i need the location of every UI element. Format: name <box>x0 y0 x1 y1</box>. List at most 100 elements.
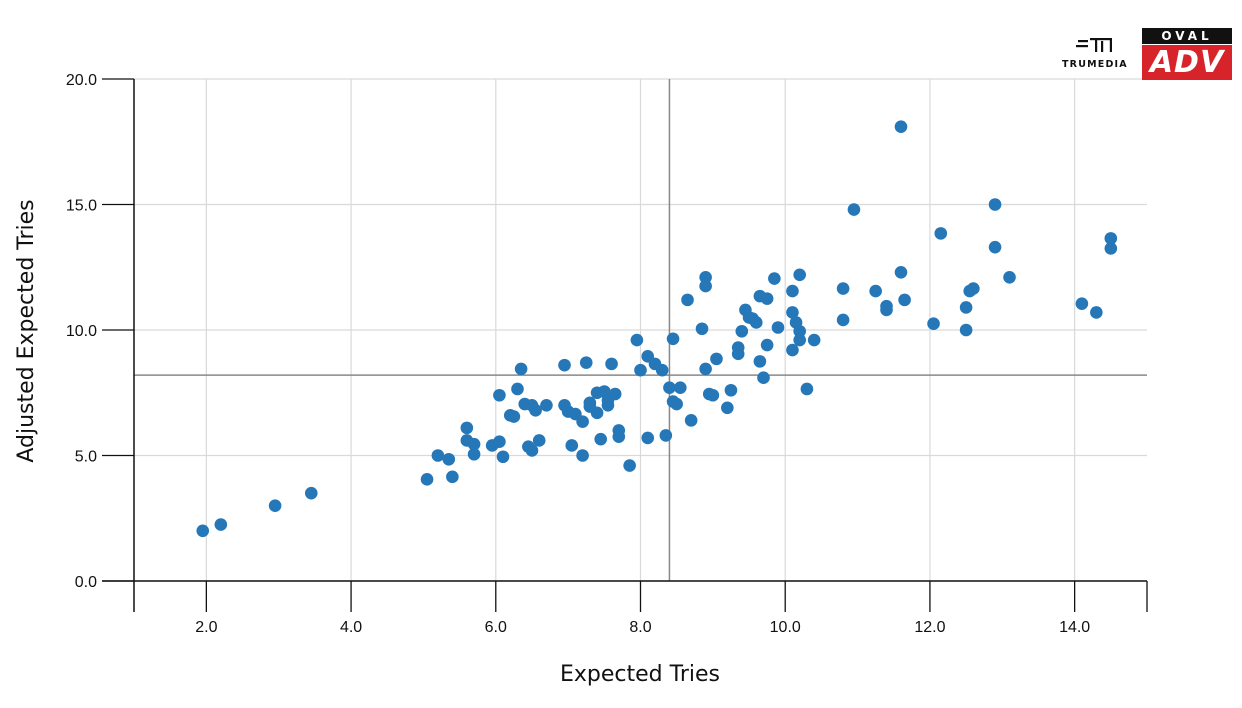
data-point <box>699 270 712 284</box>
data-point <box>771 321 785 334</box>
data-point <box>511 382 524 396</box>
data-point <box>927 317 940 331</box>
data-point <box>869 284 882 298</box>
data-point <box>880 303 893 317</box>
data-point <box>699 362 712 376</box>
data-point <box>196 524 210 538</box>
x-tick-label: 10.0 <box>770 619 801 636</box>
data-point <box>721 401 734 415</box>
y-gridlines <box>134 78 1147 582</box>
data-point <box>540 399 553 412</box>
y-tick-labels: 0.0 5.0 10.0 15.0 20.0 <box>66 72 97 591</box>
data-point <box>641 431 655 445</box>
data-point <box>1075 297 1089 310</box>
data-point <box>760 292 774 305</box>
x-tick-label: 12.0 <box>914 619 945 636</box>
data-point <box>565 439 579 452</box>
data-point <box>894 120 908 133</box>
y-tick-label: 0.0 <box>75 574 97 591</box>
data-points <box>196 120 1118 538</box>
data-point <box>493 388 506 402</box>
data-point <box>630 333 644 347</box>
data-point <box>612 424 626 437</box>
data-point <box>959 301 973 314</box>
data-point <box>959 323 973 337</box>
data-point <box>786 343 799 357</box>
data-point <box>467 447 481 461</box>
data-point <box>666 332 680 346</box>
data-point <box>634 363 647 377</box>
data-point <box>753 355 767 368</box>
data-point <box>684 414 698 427</box>
logos: TRUMEDIA OVAL ADV <box>1060 28 1232 80</box>
data-point <box>268 499 282 512</box>
data-point <box>800 382 814 396</box>
data-point <box>525 444 539 457</box>
data-point <box>431 449 445 462</box>
x-tick-labels: 2.0 4.0 6.0 8.0 10.0 12.0 14.0 <box>195 619 1090 636</box>
data-point <box>793 333 806 347</box>
data-point <box>786 284 799 298</box>
data-point <box>659 429 673 442</box>
data-point <box>967 282 980 295</box>
data-point <box>706 388 720 402</box>
data-point <box>673 381 687 395</box>
data-point <box>558 358 571 372</box>
data-point <box>934 227 948 240</box>
data-point <box>768 272 781 285</box>
x-tick-label: 6.0 <box>485 619 507 636</box>
data-point <box>608 387 622 401</box>
data-point <box>1104 232 1118 245</box>
data-point <box>663 381 676 395</box>
data-point <box>496 450 510 464</box>
x-tick-label: 4.0 <box>340 619 362 636</box>
data-point <box>695 322 709 336</box>
x-tick-label: 2.0 <box>195 619 217 636</box>
data-point <box>514 362 528 376</box>
data-point <box>583 396 597 410</box>
data-point <box>894 265 908 279</box>
data-point <box>699 279 712 293</box>
data-point <box>467 437 481 451</box>
data-point <box>576 449 589 462</box>
data-point <box>988 240 1002 254</box>
y-axis-title: Adjusted Expected Tries <box>14 199 39 462</box>
data-point <box>507 410 521 423</box>
data-point <box>1090 306 1103 319</box>
data-point <box>529 404 542 417</box>
data-point <box>749 316 763 329</box>
data-point <box>731 347 745 361</box>
data-point <box>710 352 723 366</box>
data-point <box>655 363 669 377</box>
oval-adv-logo: OVAL ADV <box>1142 28 1232 80</box>
trumedia-logo-icon <box>1076 38 1112 52</box>
data-point <box>623 459 636 472</box>
data-point <box>681 293 694 307</box>
data-point <box>460 421 474 435</box>
data-point <box>735 324 749 338</box>
data-point <box>793 324 806 338</box>
data-point <box>898 293 911 307</box>
data-point <box>807 333 821 347</box>
data-point <box>214 518 228 531</box>
data-point <box>1003 270 1016 284</box>
data-point <box>576 415 589 428</box>
data-point <box>590 406 604 420</box>
y-tick-label: 20.0 <box>66 72 97 89</box>
data-point <box>304 486 318 500</box>
data-point <box>836 313 850 327</box>
axes <box>102 78 1148 612</box>
data-point <box>724 383 738 397</box>
oval-logo-text: OVAL <box>1142 28 1232 44</box>
data-point <box>988 198 1002 211</box>
y-tick-label: 15.0 <box>66 198 97 215</box>
data-point <box>420 473 434 486</box>
data-point <box>493 435 506 448</box>
y-tick-label: 5.0 <box>75 449 97 466</box>
data-point <box>532 434 546 447</box>
trumedia-logo-text: TRUMEDIA <box>1062 59 1128 70</box>
data-point <box>836 282 850 295</box>
data-point <box>594 432 608 446</box>
data-point <box>605 357 618 371</box>
